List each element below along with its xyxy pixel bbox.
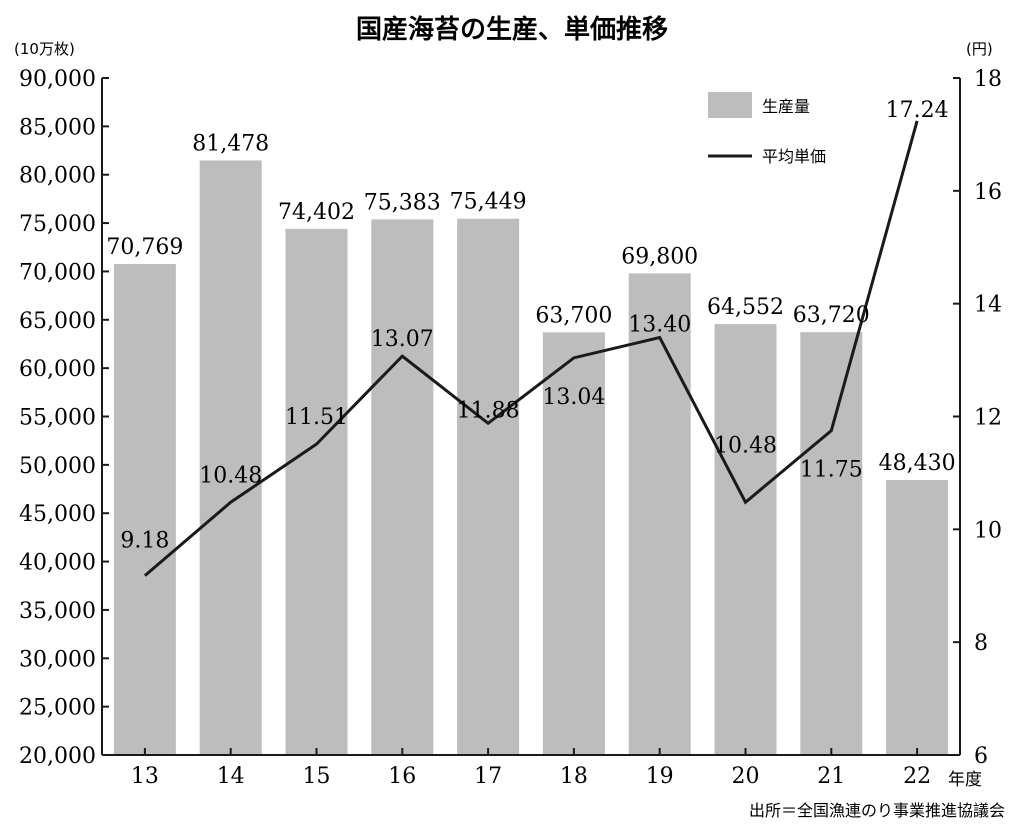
bar-value-label: 70,769 xyxy=(106,235,183,260)
bar-18 xyxy=(542,332,605,755)
bar-value-label: 63,720 xyxy=(793,303,870,328)
line-value-label: 13.40 xyxy=(628,313,691,338)
y-right-ticks: 6 8 10 12 14 16 18 xyxy=(953,67,1002,769)
source-note: 出所＝全国漁連のり事業推進協議会 xyxy=(749,801,1005,820)
y-right-tick-label: 16 xyxy=(974,180,1002,205)
line-value-label: 10.48 xyxy=(714,433,777,458)
line-value-label: 13.04 xyxy=(542,385,605,410)
y-left-tick-label: 85,000 xyxy=(19,115,96,140)
chart-title: 国産海苔の生産、単価推移 xyxy=(356,14,668,45)
y-left-tick-label: 40,000 xyxy=(19,551,96,576)
x-tick-label: 22 xyxy=(903,764,931,789)
y-right-unit: (円) xyxy=(966,40,993,58)
line-value-label: 11.75 xyxy=(800,458,863,483)
y-left-tick-label: 75,000 xyxy=(19,212,96,237)
bar-value-label: 69,800 xyxy=(621,244,698,269)
line-value-label: 10.48 xyxy=(199,463,262,488)
legend: 生産量 平均単価 xyxy=(708,92,826,166)
line-series xyxy=(143,120,919,577)
x-tick-label: 20 xyxy=(732,764,760,789)
bar-20 xyxy=(714,324,777,755)
y-left-tick-label: 60,000 xyxy=(19,357,96,382)
line-labels: 9.18 10.48 11.51 13.07 11.88 13.04 13.40 10.48 1… xyxy=(120,98,948,554)
line-value-label: 9.18 xyxy=(120,529,169,554)
x-tick-label: 21 xyxy=(817,764,845,789)
x-tick-label: 17 xyxy=(474,764,502,789)
bar-16 xyxy=(371,219,434,756)
y-left-tick-label: 45,000 xyxy=(19,502,96,527)
bar-value-label: 63,700 xyxy=(535,303,612,328)
legend-bar-label: 生産量 xyxy=(762,97,810,116)
bar-value-label: 81,478 xyxy=(192,131,269,156)
y-left-tick-label: 25,000 xyxy=(19,696,96,721)
y-right-tick-label: 6 xyxy=(974,744,988,769)
bar-labels: 70,769 81,478 74,402 75,383 75,449 63,700 69,8… xyxy=(106,131,955,476)
bar-series xyxy=(113,160,949,756)
x-tick-label: 18 xyxy=(560,764,588,789)
legend-line-label: 平均単価 xyxy=(762,147,826,166)
legend-bar-swatch xyxy=(708,92,752,118)
bar-value-label: 48,430 xyxy=(879,451,956,476)
x-tick-label: 15 xyxy=(303,764,331,789)
bar-15 xyxy=(285,228,348,755)
line-value-label: 11.51 xyxy=(285,405,348,430)
y-right-tick-label: 8 xyxy=(974,631,988,656)
y-right-tick-label: 18 xyxy=(974,67,1002,92)
price-line xyxy=(143,120,919,577)
y-left-tick-label: 65,000 xyxy=(19,309,96,334)
bar-value-label: 75,449 xyxy=(450,190,527,215)
line-value-label: 11.88 xyxy=(457,398,520,423)
y-left-tick-label: 50,000 xyxy=(19,454,96,479)
bar-22 xyxy=(886,480,949,755)
y-left-ticks: 20,000 25,000 30,000 35,000 40,000 45,000 50,0… xyxy=(19,67,109,769)
y-right-tick-label: 12 xyxy=(974,406,1002,431)
x-tick-label: 19 xyxy=(646,764,674,789)
bar-19 xyxy=(628,273,691,755)
y-right-tick-label: 10 xyxy=(974,518,1002,543)
bar-value-label: 75,383 xyxy=(364,190,441,215)
bar-17 xyxy=(457,218,520,756)
bar-value-label: 74,402 xyxy=(278,200,355,225)
bar-21 xyxy=(800,332,863,755)
y-left-tick-label: 70,000 xyxy=(19,260,96,285)
line-value-label: 17.24 xyxy=(886,98,949,123)
y-left-tick-label: 55,000 xyxy=(19,406,96,431)
x-tick-label: 13 xyxy=(131,764,159,789)
y-left-tick-label: 20,000 xyxy=(19,744,96,769)
x-tick-label: 14 xyxy=(217,764,245,789)
y-left-tick-label: 90,000 xyxy=(19,67,96,92)
y-left-unit: (10万枚) xyxy=(14,40,75,58)
bar-13 xyxy=(113,263,176,755)
y-right-tick-label: 14 xyxy=(974,293,1002,318)
bar-value-label: 64,552 xyxy=(707,295,784,320)
y-left-tick-label: 35,000 xyxy=(19,599,96,624)
x-axis-unit: 年度 xyxy=(948,770,982,790)
x-ticks: 13 14 15 16 17 18 19 20 21 22 xyxy=(131,748,931,789)
x-tick-label: 16 xyxy=(388,764,416,789)
y-left-tick-label: 80,000 xyxy=(19,164,96,189)
bar-14 xyxy=(199,160,262,755)
line-value-label: 13.07 xyxy=(371,327,434,352)
y-left-tick-label: 30,000 xyxy=(19,647,96,672)
